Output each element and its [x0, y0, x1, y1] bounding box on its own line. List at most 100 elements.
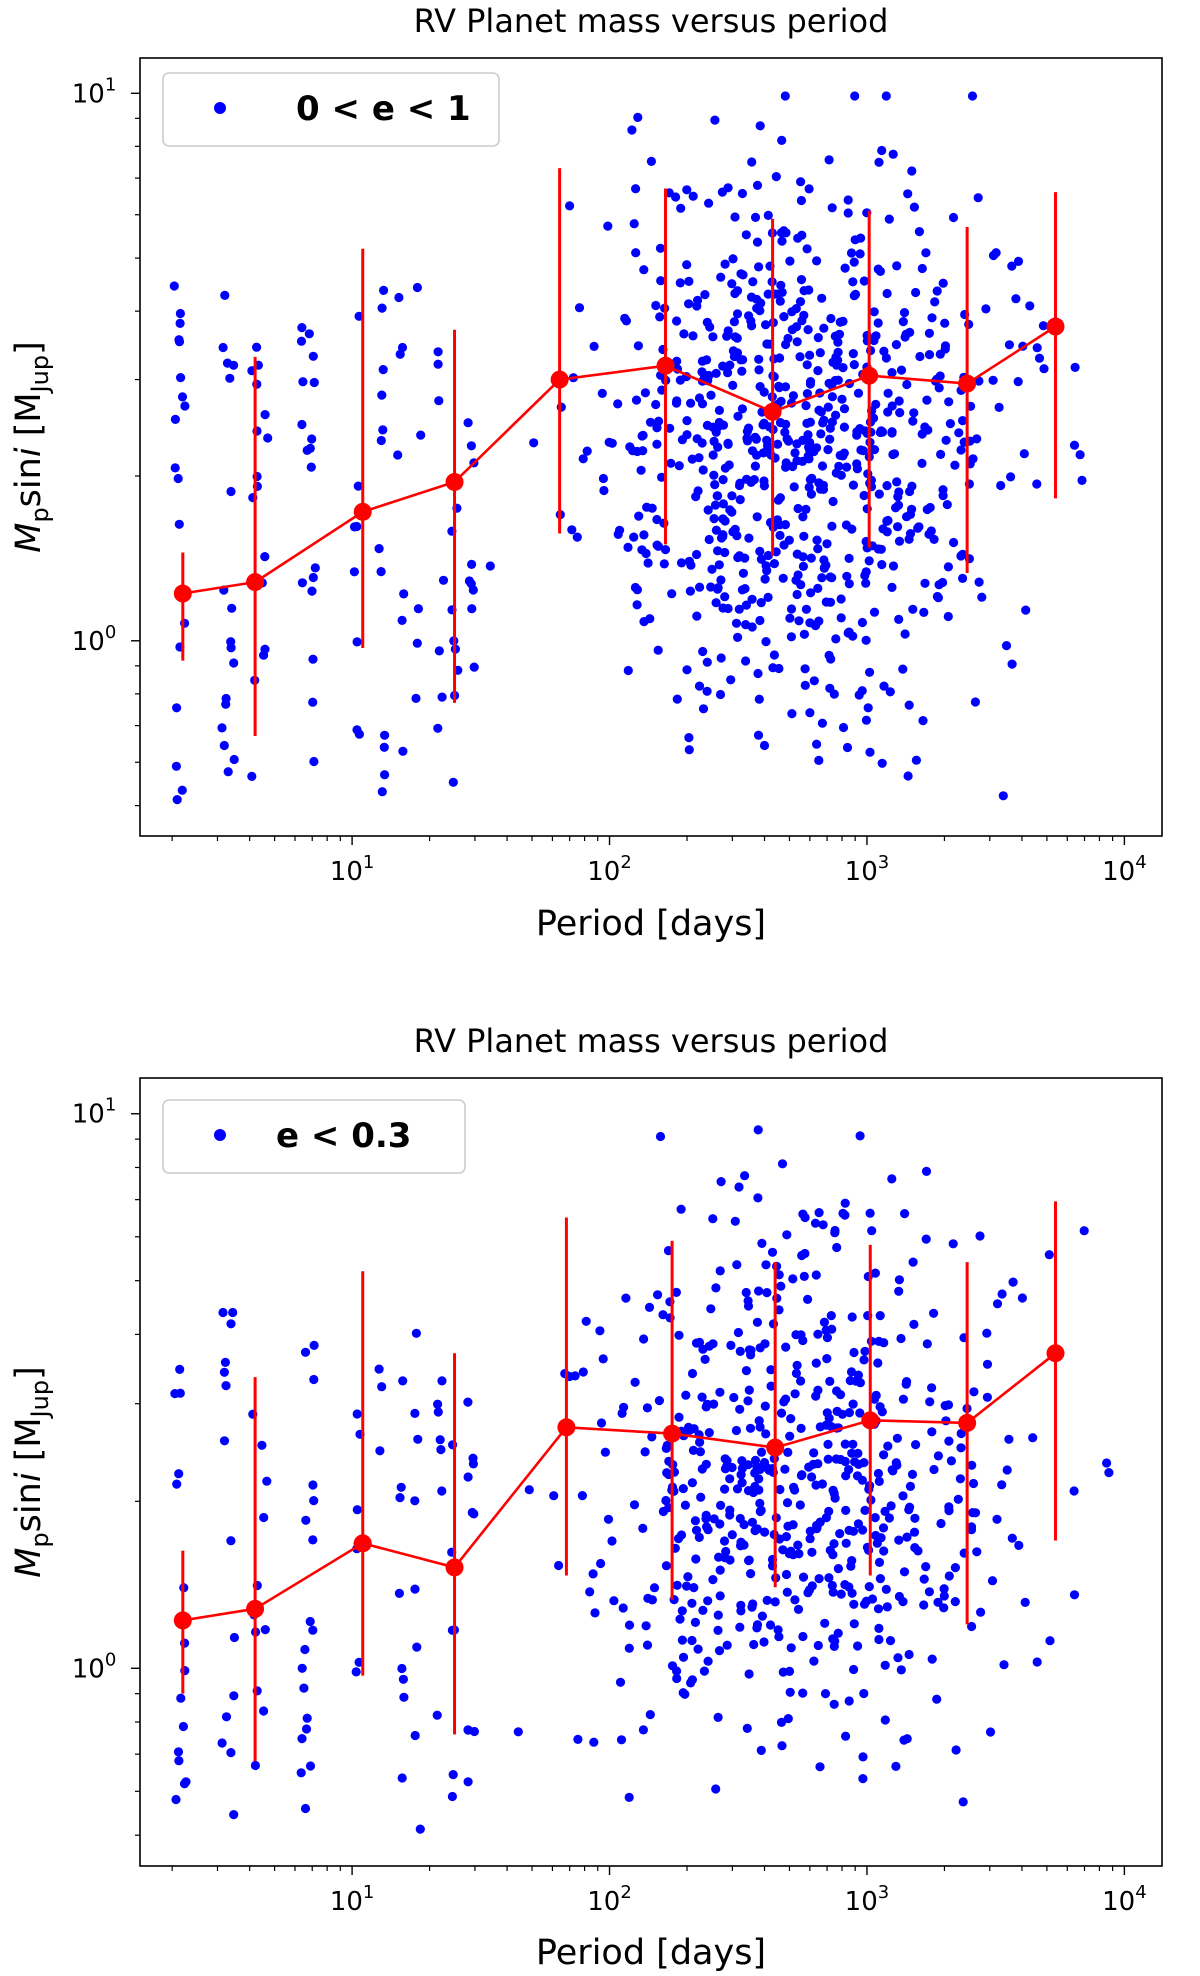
data-point: [870, 1513, 880, 1523]
data-point: [783, 1447, 793, 1457]
data-point: [892, 1433, 903, 1443]
data-point: [919, 1600, 929, 1610]
data-point: [412, 638, 422, 648]
data-point: [578, 1367, 588, 1377]
data-point: [775, 530, 785, 541]
data-point: [574, 303, 585, 313]
data-point: [628, 446, 638, 456]
data-point: [814, 755, 824, 766]
data-point: [875, 1574, 886, 1584]
data-point: [838, 1208, 848, 1218]
data-point: [709, 470, 719, 480]
legend-label-bottom: e < 0.3: [276, 1116, 411, 1156]
data-point: [297, 1663, 307, 1673]
data-point: [308, 1480, 318, 1490]
data-point: [843, 195, 853, 205]
data-point: [740, 553, 750, 563]
data-point: [823, 1439, 833, 1449]
data-point: [645, 417, 656, 427]
data-point: [933, 1451, 944, 1461]
data-point: [682, 185, 692, 195]
data-point: [306, 462, 316, 472]
data-point: [638, 1725, 649, 1735]
data-point: [377, 390, 387, 400]
data-point: [468, 1453, 478, 1463]
data-point: [807, 1472, 817, 1482]
x-tick-label: 101: [330, 852, 375, 887]
data-point: [825, 1545, 835, 1555]
data-point: [715, 1591, 725, 1601]
data-point: [744, 1555, 754, 1565]
data-point: [996, 480, 1006, 491]
data-point: [769, 559, 780, 569]
data-point: [731, 618, 742, 628]
data-point: [956, 1428, 966, 1439]
data-point: [887, 1174, 897, 1184]
data-point: [768, 1319, 779, 1329]
data-point: [680, 1500, 691, 1510]
data-point: [1045, 1636, 1055, 1646]
data-point: [227, 603, 237, 613]
data-point: [793, 503, 803, 514]
data-point: [1028, 1433, 1038, 1443]
data-point: [630, 1377, 640, 1387]
data-point: [731, 1425, 742, 1436]
data-point: [174, 337, 185, 347]
data-point: [792, 1360, 802, 1370]
data-point: [885, 1636, 896, 1646]
data-point: [874, 1557, 885, 1567]
data-point: [170, 414, 180, 424]
data-point: [864, 1545, 874, 1555]
data-point: [853, 388, 864, 398]
data-point: [831, 468, 841, 478]
data-point: [824, 1506, 834, 1516]
data-point: [907, 481, 917, 491]
data-point: [804, 184, 814, 194]
data-point: [786, 632, 797, 642]
data-point: [677, 1606, 687, 1616]
data-point: [730, 288, 740, 299]
data-point: [599, 485, 609, 496]
legend-box-top: [162, 72, 500, 147]
data-point: [636, 465, 646, 475]
data-point: [785, 256, 795, 266]
data-point: [463, 1397, 473, 1407]
data-point: [936, 1518, 946, 1529]
data-point: [687, 1368, 698, 1379]
data-point: [877, 1407, 887, 1417]
data-point: [729, 1392, 739, 1403]
data-point: [308, 351, 318, 361]
data-point: [220, 290, 230, 300]
data-point: [814, 1208, 824, 1218]
data-point: [642, 1403, 653, 1413]
data-point: [702, 1399, 713, 1409]
data-point: [682, 260, 692, 270]
data-point: [658, 1310, 668, 1320]
data-point: [609, 1596, 619, 1606]
data-point: [435, 1435, 445, 1445]
chart-title-bottom: RV Planet mass versus period: [414, 1022, 889, 1060]
data-point: [972, 1547, 982, 1557]
data-point: [796, 195, 807, 206]
data-point: [718, 499, 729, 509]
data-point: [761, 1429, 771, 1439]
data-point: [262, 1476, 272, 1486]
data-point: [218, 1307, 228, 1318]
data-point: [300, 1803, 311, 1814]
data-point: [302, 445, 312, 455]
data-point: [848, 1526, 859, 1536]
data-point: [874, 1634, 884, 1645]
data-point: [745, 1423, 756, 1433]
data-point: [765, 1620, 776, 1630]
data-point: [613, 399, 623, 409]
data-point: [793, 1604, 804, 1614]
data-point: [572, 532, 582, 542]
data-point: [781, 228, 791, 238]
data-point: [225, 373, 235, 383]
data-point: [898, 317, 908, 327]
data-point: [826, 1311, 836, 1321]
data-point: [802, 360, 812, 370]
data-point: [631, 184, 641, 194]
data-point: [781, 462, 791, 472]
data-point: [652, 514, 662, 525]
